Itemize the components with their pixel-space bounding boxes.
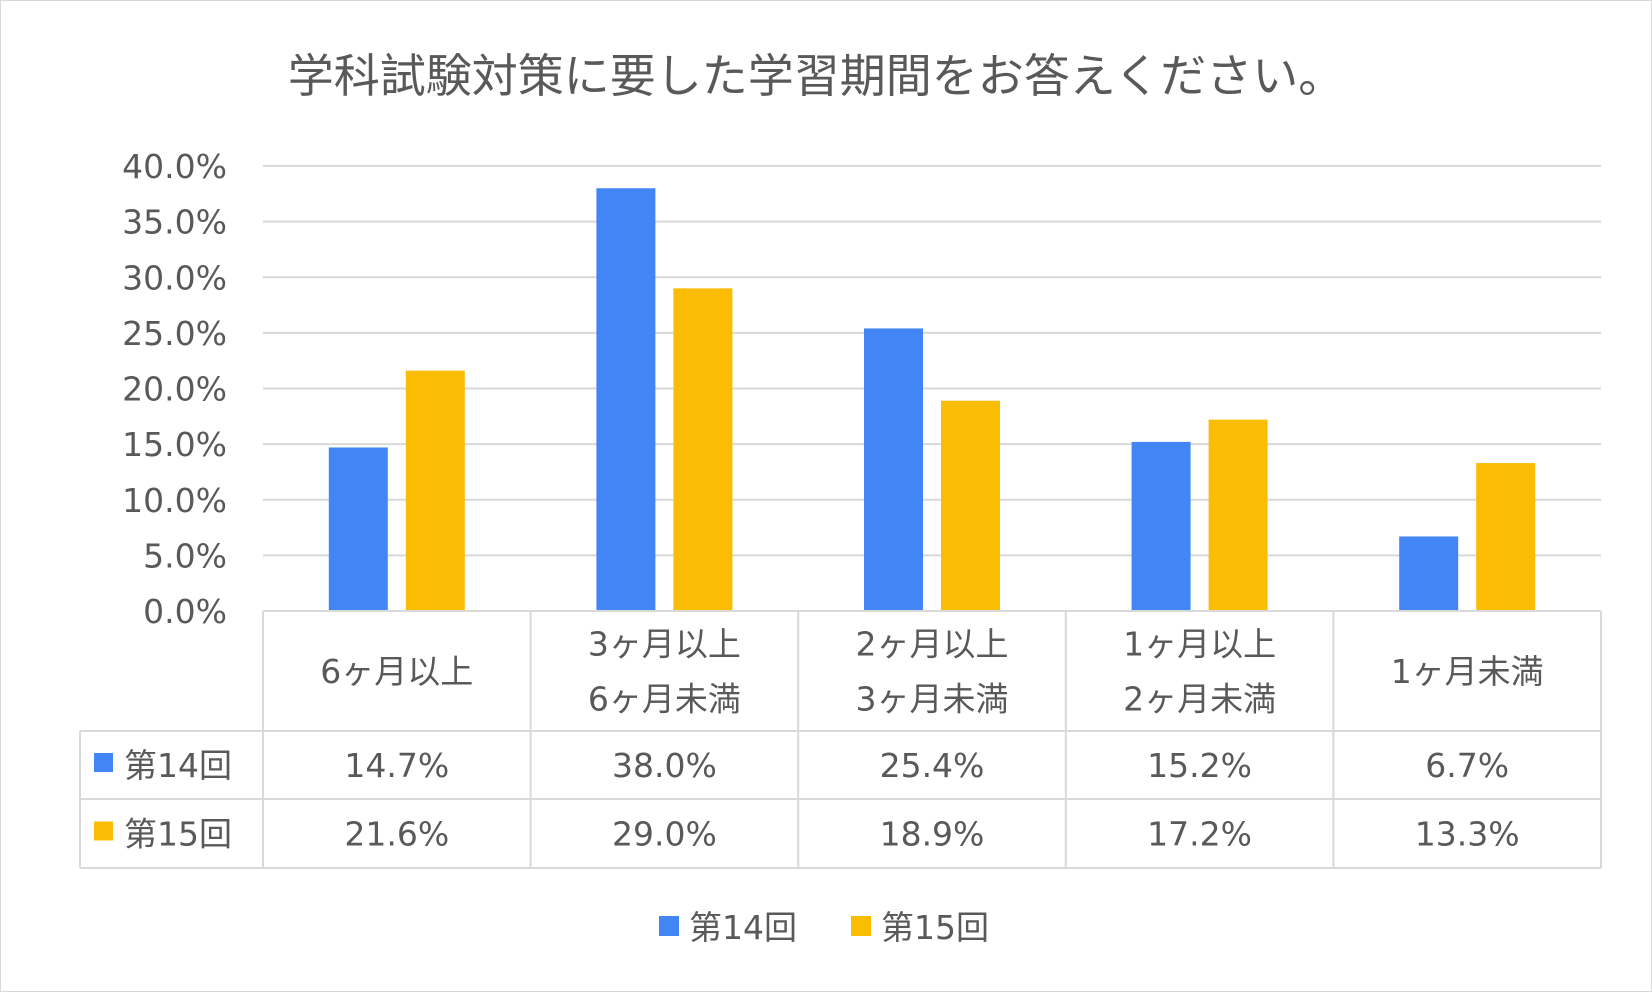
gridlines [263,165,1601,557]
y-tick-label: 20.0% [122,370,227,409]
category-label: 1ヶ月以上 [1123,625,1276,664]
data-value-label: 38.0% [612,746,717,785]
category-label: 1ヶ月未満 [1391,652,1544,691]
legend-swatch [659,916,679,936]
y-tick-label: 15.0% [122,425,227,464]
data-value-label: 14.7% [344,746,449,785]
legend-label: 第14回 [689,908,797,947]
y-tick-label: 35.0% [122,203,227,242]
table-series-swatch [94,753,113,772]
legend: 第14回 第15回 [659,908,989,947]
chart-title: 学科試験対策に要した学習期間をお答えください。 [288,49,1345,103]
category-label: 2ヶ月以上 [856,625,1009,664]
bar-2-2 [673,288,733,611]
bar-1-2 [596,188,656,611]
bar-2-5 [1476,463,1536,611]
data-value-label: 29.0% [612,815,717,854]
legend-label: 第15回 [881,908,989,947]
category-label: 6ヶ月以上 [320,652,473,691]
table-series-name: 第14回 [124,746,232,785]
y-tick-label: 40.0% [122,147,227,186]
data-table: 6ヶ月以上 3ヶ月以上 6ヶ月未満 2ヶ月以上 3ヶ月未満 1ヶ月以上 2ヶ月未満 1ヶ月未満… [79,610,1602,869]
y-tick-label: 0.0% [143,592,227,631]
bar-1-5 [1399,536,1459,611]
data-value-label: 15.2% [1147,746,1252,785]
y-tick-label: 30.0% [122,258,227,297]
data-value-label: 21.6% [344,815,449,854]
data-value-label: 6.7% [1425,746,1509,785]
data-value-label: 18.9% [880,815,985,854]
y-axis-tick-labels: 0.0% 5.0% 10.0% 15.0% 20.0% 25.0% 30.0% 35.0% 40… [122,147,227,631]
bar-1-3 [864,328,923,611]
data-value-label: 13.3% [1415,815,1520,854]
y-tick-label: 25.0% [122,314,227,353]
bar-2-4 [1208,419,1268,611]
category-label: 3ヶ月以上 [588,625,741,664]
y-tick-label: 5.0% [143,536,227,575]
table-series-swatch [94,821,113,841]
category-label: 6ヶ月未満 [588,680,741,719]
table-series-name: 第15回 [124,815,232,854]
legend-swatch [851,916,871,936]
y-tick-label: 10.0% [122,481,227,520]
data-value-label: 25.4% [880,746,985,785]
bar-1-4 [1131,441,1191,611]
data-value-label: 17.2% [1147,815,1252,854]
bar-2-3 [941,400,1000,611]
bar-2-1 [405,370,465,611]
bar-1-1 [328,447,388,611]
category-label: 3ヶ月未満 [856,680,1009,719]
bars [328,188,1536,611]
category-label: 2ヶ月未満 [1123,680,1276,719]
